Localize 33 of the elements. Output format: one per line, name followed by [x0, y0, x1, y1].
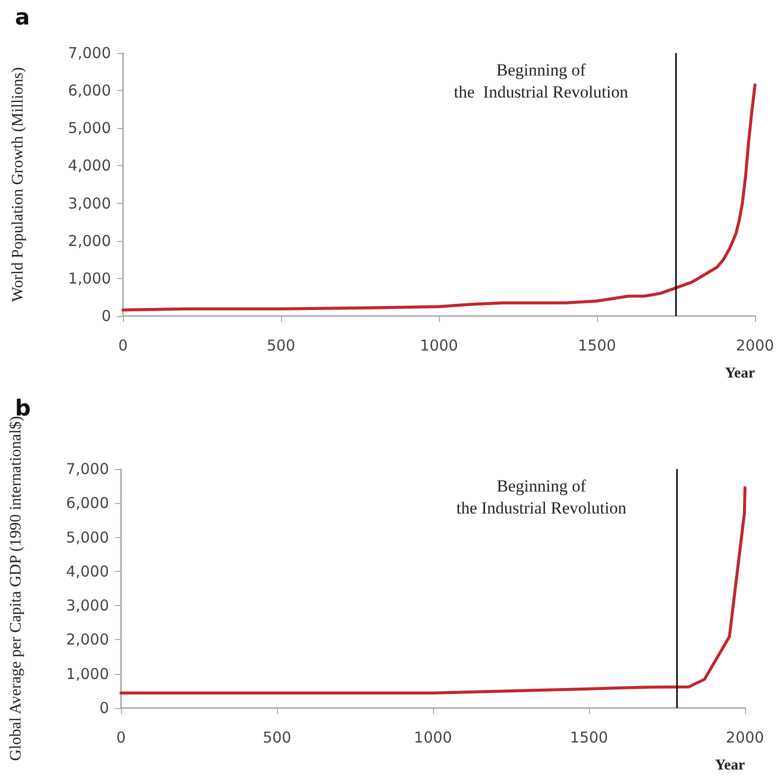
x-tick-label: 1000 [420, 336, 458, 354]
y-tick-label: 5,000 [68, 119, 111, 138]
y-tick-label: 4,000 [68, 156, 111, 175]
x-axis-title: Year [715, 758, 746, 774]
y-tick-label: 6,000 [66, 494, 109, 512]
x-tick-label: 500 [266, 336, 296, 354]
x-tick-label: 0 [118, 336, 128, 354]
y-tick-label: 7,000 [66, 460, 109, 478]
y-tick-label: 4,000 [66, 562, 109, 580]
y-tick-label: 0 [101, 307, 111, 325]
x-tick-label: 2000 [726, 728, 764, 746]
y-tick-label: 2,000 [66, 630, 109, 649]
x-tick-label: 500 [262, 728, 292, 746]
line-series [122, 83, 756, 312]
y-tick-label: 1,000 [66, 664, 109, 683]
y-tick-label: 3,000 [66, 596, 109, 615]
ref-line-label: Beginning of the Industrial Revolution [454, 60, 629, 102]
x-tick-label: 1000 [414, 728, 452, 746]
y-tick-label: 1,000 [68, 269, 111, 288]
x-tick-label: 0 [116, 728, 126, 746]
x-tick-label: 2000 [736, 336, 774, 354]
y-axis-title: World Population Growth (Millions) [10, 67, 26, 302]
x-tick-label: 1500 [570, 728, 608, 746]
x-axis-title: Year [725, 366, 756, 382]
y-tick-label: 6,000 [68, 82, 111, 100]
y-tick-label: 3,000 [68, 194, 111, 212]
ref-line-label: Beginning of the Industrial Revolution [456, 476, 627, 518]
y-tick-label: 0 [99, 699, 109, 717]
x-tick-label: 1500 [578, 336, 616, 354]
y-tick-label: 7,000 [68, 44, 111, 62]
chart-title: a [15, 6, 30, 30]
y-tick-label: 5,000 [66, 528, 109, 546]
y-tick-label: 2,000 [68, 232, 111, 250]
